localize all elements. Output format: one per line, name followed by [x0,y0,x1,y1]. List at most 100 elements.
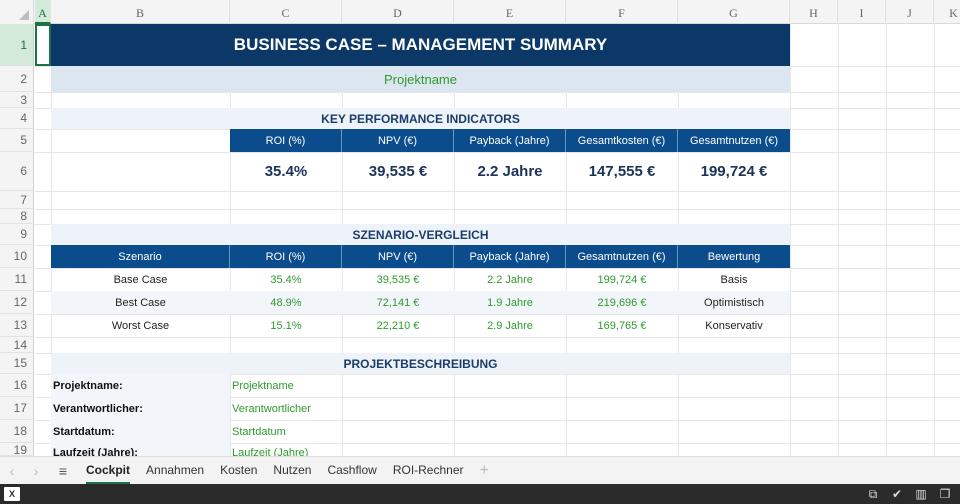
kpi-header-payback[interactable]: Payback (Jahre) [454,129,566,152]
scenario-cell-npv[interactable]: 22,210 € [376,319,420,332]
column-header-f[interactable]: F [566,0,678,24]
active-cell-a1[interactable] [35,24,51,66]
scenario-cell-payback[interactable]: 1.9 Jahre [454,291,566,314]
row-header-11[interactable]: 11 [0,268,34,291]
row-header-15[interactable]: 15 [0,353,34,374]
column-header-e[interactable]: E [454,0,566,24]
row-header-6[interactable]: 6 [0,152,34,191]
tab-annahmen[interactable]: Annahmen [146,462,205,477]
status-bar: X ⧉ ✔ ▥ ❐ [0,484,960,504]
kpi-value-npv[interactable]: 39,535 € [368,163,428,180]
restore-window-icon[interactable]: ❐ [939,486,951,501]
project-name-subtitle[interactable]: Projektname [51,66,790,92]
add-sheet-icon[interactable]: + [479,461,489,479]
column-header-j[interactable]: J [886,0,934,24]
scenario-header-roi[interactable]: ROI (%) [230,245,342,268]
scenario-cell-name[interactable]: Worst Case [111,319,170,332]
scenario-cell-npv[interactable]: 72,141 € [342,291,454,314]
excel-app-icon: X [4,487,20,501]
column-header-g[interactable]: G [678,0,790,24]
kpi-value-payback[interactable]: 2.2 Jahre [477,163,543,180]
tab-nutzen[interactable]: Nutzen [273,462,312,477]
column-header-d[interactable]: D [342,0,454,24]
project-label-name[interactable]: Projektname: [51,374,230,397]
scenario-cell-rating[interactable]: Konservativ [705,319,763,332]
gridline [35,209,960,210]
column-header-i[interactable]: I [838,0,886,24]
kpi-value-roi[interactable]: 35.4% [264,163,308,180]
project-value-duration[interactable]: Laufzeit (Jahre) [232,447,309,456]
scenario-cell-payback[interactable]: 2.9 Jahre [487,319,533,332]
row-header-7[interactable]: 7 [0,191,34,209]
gridline [35,443,960,444]
row-header-9[interactable]: 9 [0,224,34,245]
sync-icon[interactable]: ⧉ [868,486,878,501]
kpi-header-npv[interactable]: NPV (€) [342,129,454,152]
scenario-header-rating[interactable]: Bewertung [678,245,790,268]
kpi-value-total-cost[interactable]: 147,555 € [588,163,656,180]
column-header-c[interactable]: C [230,0,342,24]
project-label-start-date[interactable]: Startdatum: [51,420,230,443]
tab-cockpit[interactable]: Cockpit [78,457,138,485]
scenario-cell-total-benefit[interactable]: 219,696 € [566,291,678,314]
project-section-title[interactable]: PROJEKTBESCHREIBUNG [51,353,790,374]
column-header-b[interactable]: B [51,0,230,24]
scenario-cell-total-benefit[interactable]: 169,765 € [597,319,647,332]
scenario-cell-rating[interactable]: Optimistisch [678,291,790,314]
project-label-owner[interactable]: Verantwortlicher: [51,397,230,420]
tab-kosten[interactable]: Kosten [220,462,258,477]
row-header-8[interactable]: 8 [0,209,34,224]
scenario-cell-name[interactable]: Best Case [51,291,230,314]
scenario-header-name[interactable]: Szenario [51,245,230,268]
scenario-cell-roi[interactable]: 35.4% [270,273,302,286]
kpi-header-total-cost[interactable]: Gesamtkosten (€) [566,129,678,152]
row-header-16[interactable]: 16 [0,374,34,397]
row-header-5[interactable]: 5 [0,129,34,152]
row-header-1[interactable]: 1 [0,24,34,66]
kpi-value-total-benefit[interactable]: 199,724 € [700,163,768,180]
row-header-4[interactable]: 4 [0,108,34,129]
column-header-k[interactable]: K [934,0,960,24]
tab-roi-rechner[interactable]: ROI-Rechner [392,462,464,477]
scenario-cell-roi[interactable]: 48.9% [230,291,342,314]
scenario-cell-rating[interactable]: Basis [720,273,748,286]
scenario-header-payback[interactable]: Payback (Jahre) [454,245,566,268]
scenario-section-title[interactable]: SZENARIO-VERGLEICH [51,224,790,245]
kpi-header-roi[interactable]: ROI (%) [230,129,342,152]
scenario-cell-total-benefit[interactable]: 199,724 € [597,273,647,286]
gridline [35,191,960,192]
project-label-duration[interactable]: Laufzeit (Jahre): [51,443,230,456]
sheet-list-menu-icon[interactable]: ≡ [58,462,68,479]
column-header-h[interactable]: H [790,0,838,24]
scenario-header-npv[interactable]: NPV (€) [342,245,454,268]
scenario-header-total-benefit[interactable]: Gesamtnutzen (€) [566,245,678,268]
row-header-14[interactable]: 14 [0,337,34,353]
project-value-name[interactable]: Projektname [232,379,294,392]
page-view-icon[interactable]: ▥ [915,486,927,501]
summary-title[interactable]: BUSINESS CASE – MANAGEMENT SUMMARY [51,24,790,66]
gridline [35,337,960,338]
row-header-2[interactable]: 2 [0,66,34,92]
select-all-corner[interactable] [0,0,34,24]
kpi-header-total-benefit[interactable]: Gesamtnutzen (€) [678,129,790,152]
tab-cashflow[interactable]: Cashflow [327,462,377,477]
row-header-10[interactable]: 10 [0,245,34,268]
row-header-19[interactable]: 19 [0,443,34,456]
row-header-3[interactable]: 3 [0,92,34,108]
scenario-cell-name[interactable]: Base Case [113,273,168,286]
row-header-12[interactable]: 12 [0,291,34,314]
row-header-13[interactable]: 13 [0,314,34,337]
accessibility-check-icon[interactable]: ✔ [891,486,903,501]
kpi-section-title[interactable]: KEY PERFORMANCE INDICATORS [51,108,790,129]
prev-sheet-icon[interactable]: ‹ [9,462,15,479]
row-header-18[interactable]: 18 [0,420,34,443]
project-value-start-date[interactable]: Startdatum [232,425,286,438]
scenario-cell-roi[interactable]: 15.1% [270,319,302,332]
next-sheet-icon[interactable]: › [33,462,39,479]
scenario-cell-payback[interactable]: 2.2 Jahre [487,273,533,286]
scenario-cell-npv[interactable]: 39,535 € [376,273,420,286]
project-value-owner[interactable]: Verantwortlicher [232,402,311,415]
row-header-17[interactable]: 17 [0,397,34,420]
column-header-a[interactable]: A [35,0,51,24]
